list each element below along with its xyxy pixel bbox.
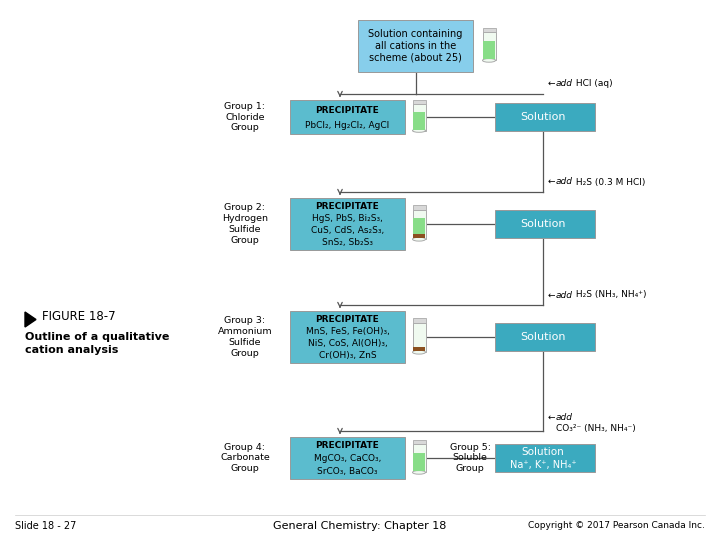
Text: PRECIPITATE: PRECIPITATE: [315, 202, 379, 211]
Text: CuS, CdS, As₂S₃,: CuS, CdS, As₂S₃,: [311, 226, 384, 235]
Bar: [413, 112, 425, 130]
Text: Solution: Solution: [521, 219, 566, 229]
Ellipse shape: [413, 129, 426, 132]
Text: add: add: [556, 178, 573, 186]
FancyBboxPatch shape: [495, 103, 595, 131]
FancyBboxPatch shape: [413, 440, 426, 444]
Text: HgS, PbS, Bi₂S₃,: HgS, PbS, Bi₂S₃,: [312, 214, 383, 223]
Text: Group 4:
Carbonate
Group: Group 4: Carbonate Group: [220, 443, 270, 473]
Text: CO₃²⁻ (NH₃, NH₄⁻): CO₃²⁻ (NH₃, NH₄⁻): [556, 424, 636, 434]
Text: Solution: Solution: [521, 112, 566, 122]
Text: ←: ←: [548, 178, 559, 186]
Ellipse shape: [413, 350, 426, 354]
Text: PRECIPITATE: PRECIPITATE: [315, 106, 379, 115]
Bar: [413, 234, 425, 238]
Text: Slide 18 - 27: Slide 18 - 27: [15, 521, 76, 531]
Text: Group 1:
Chloride
Group: Group 1: Chloride Group: [225, 102, 266, 132]
Bar: [483, 40, 495, 59]
Text: Solution: Solution: [521, 447, 564, 457]
Text: ←: ←: [548, 291, 559, 300]
Bar: [413, 453, 425, 471]
Text: FIGURE 18-7: FIGURE 18-7: [42, 310, 116, 323]
Text: ←: ←: [548, 414, 559, 422]
Text: Group 3:
Ammonium
Sulfide
Group: Group 3: Ammonium Sulfide Group: [217, 316, 272, 357]
Polygon shape: [25, 312, 36, 327]
FancyBboxPatch shape: [413, 100, 426, 104]
Text: Group 2:
Hydrogen
Sulfide
Group: Group 2: Hydrogen Sulfide Group: [222, 204, 268, 245]
Text: PRECIPITATE: PRECIPITATE: [315, 441, 379, 450]
FancyBboxPatch shape: [495, 444, 595, 472]
Text: General Chemistry: Chapter 18: General Chemistry: Chapter 18: [274, 521, 446, 531]
Text: H₂S (NH₃, NH₄⁺): H₂S (NH₃, NH₄⁺): [573, 291, 647, 300]
FancyBboxPatch shape: [495, 210, 595, 238]
Text: Group 5:
Soluble
Group: Group 5: Soluble Group: [449, 443, 490, 473]
Text: HCl (aq): HCl (aq): [573, 79, 613, 89]
FancyBboxPatch shape: [358, 20, 473, 72]
FancyBboxPatch shape: [482, 32, 495, 60]
FancyBboxPatch shape: [413, 205, 426, 210]
Ellipse shape: [413, 237, 426, 241]
Text: Na⁺, K⁺, NH₄⁺: Na⁺, K⁺, NH₄⁺: [510, 460, 576, 470]
FancyBboxPatch shape: [413, 322, 426, 352]
FancyBboxPatch shape: [290, 311, 405, 363]
Text: MgCO₃, CaCO₃,: MgCO₃, CaCO₃,: [314, 454, 381, 463]
FancyBboxPatch shape: [413, 444, 426, 472]
Text: Outline of a qualitative
cation analysis: Outline of a qualitative cation analysis: [25, 332, 169, 355]
FancyBboxPatch shape: [482, 28, 495, 32]
Text: H₂S (0.3 M HCl): H₂S (0.3 M HCl): [573, 178, 645, 186]
Text: Solution containing
all cations in the
scheme (about 25): Solution containing all cations in the s…: [369, 29, 463, 63]
Bar: [413, 347, 425, 351]
Text: Cr(OH)₃, ZnS: Cr(OH)₃, ZnS: [319, 351, 377, 360]
Text: MnS, FeS, Fe(OH)₃,: MnS, FeS, Fe(OH)₃,: [305, 327, 390, 336]
Text: add: add: [556, 79, 573, 89]
FancyBboxPatch shape: [290, 100, 405, 134]
Text: add: add: [556, 291, 573, 300]
FancyBboxPatch shape: [495, 323, 595, 351]
Text: SnS₂, Sb₂S₃: SnS₂, Sb₂S₃: [322, 238, 373, 247]
Ellipse shape: [482, 59, 495, 62]
FancyBboxPatch shape: [290, 437, 405, 479]
Text: PbCl₂, Hg₂Cl₂, AgCl: PbCl₂, Hg₂Cl₂, AgCl: [305, 120, 390, 130]
Text: add: add: [556, 414, 573, 422]
Bar: [413, 219, 425, 238]
Text: PRECIPITATE: PRECIPITATE: [315, 315, 379, 324]
Text: ←: ←: [548, 79, 559, 89]
FancyBboxPatch shape: [413, 318, 426, 322]
Text: Solution: Solution: [521, 332, 566, 342]
Text: Copyright © 2017 Pearson Canada Inc.: Copyright © 2017 Pearson Canada Inc.: [528, 522, 705, 530]
Ellipse shape: [413, 470, 426, 474]
FancyBboxPatch shape: [413, 210, 426, 239]
Text: NiS, CoS, Al(OH)₃,: NiS, CoS, Al(OH)₃,: [307, 339, 387, 348]
Text: SrCO₃, BaCO₃: SrCO₃, BaCO₃: [318, 467, 378, 476]
FancyBboxPatch shape: [413, 104, 426, 131]
FancyBboxPatch shape: [290, 198, 405, 250]
